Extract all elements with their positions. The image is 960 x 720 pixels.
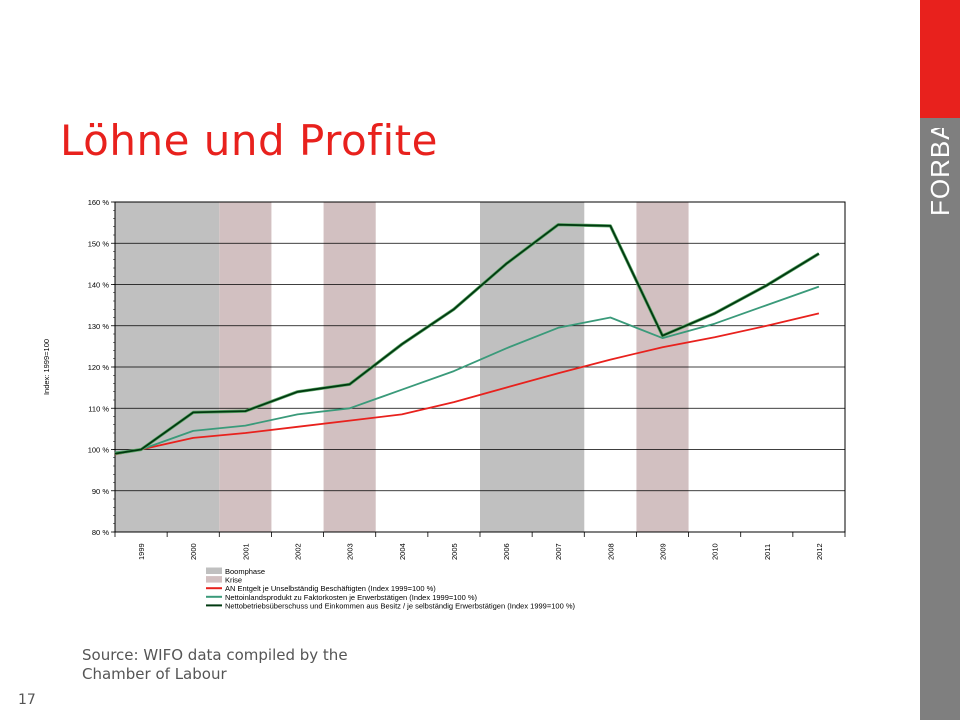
x-tick-label: 2012 [815, 543, 824, 560]
legend-swatch-0 [206, 567, 222, 574]
y-tick-label: 150 % [88, 239, 110, 248]
y-tick-label: 80 % [92, 528, 109, 537]
source-note: Source: WIFO data compiled by the Chambe… [82, 646, 348, 683]
slide-title: Löhne und Profite [60, 116, 438, 165]
y-tick-label: 90 % [92, 487, 109, 496]
legend-label-1: Krise [225, 576, 242, 585]
x-tick-label: 2009 [659, 543, 668, 560]
legend-swatch-1 [206, 576, 222, 583]
x-tick-label: 2007 [554, 543, 563, 560]
legend-label-4: Nettobetriebsüberschuss und Einkommen au… [225, 601, 575, 610]
x-tick-label: 1999 [137, 543, 146, 560]
y-tick-label: 130 % [88, 322, 110, 331]
x-tick-label: 2002 [294, 543, 303, 560]
legend-label-2: AN Entgelt je Unselbständig Beschäftigte… [225, 584, 436, 593]
y-tick-label: 110 % [88, 404, 109, 413]
y-tick-label: 100 % [88, 446, 110, 455]
line-chart: 80 % 90 % 100 % 110 % 120 % 130 % 140 % 150 % 16… [42, 198, 846, 610]
x-tick-label: 2000 [189, 543, 198, 560]
x-tick-label: 2008 [606, 543, 615, 560]
page-number: 17 [18, 692, 36, 708]
y-axis-label: Index: 1999=100 [42, 339, 51, 395]
plot-frame [114, 201, 846, 533]
forba-logo: FORBA [925, 128, 955, 216]
x-tick-label: 2003 [346, 543, 355, 560]
series-line-1 [114, 285, 820, 454]
side-red-accent [920, 0, 960, 118]
y-tick-label: 160 % [88, 198, 110, 207]
y-tick-label: 120 % [88, 363, 110, 372]
x-tick-label: 2010 [711, 543, 720, 560]
side-bar [920, 0, 960, 720]
x-tick-label: 2011 [763, 544, 772, 560]
y-tick-label: 140 % [88, 281, 110, 290]
legend-label-0: Boomphase [225, 567, 265, 576]
x-tick-label: 2006 [502, 543, 511, 560]
logo-text: FORBA [925, 128, 955, 216]
x-tick-label: 2001 [241, 543, 250, 560]
x-tick-label: 2004 [398, 543, 407, 560]
x-tick-label: 2005 [450, 543, 459, 560]
legend-label-3: Nettoinlandsprodukt zu Faktorkosten je E… [225, 593, 478, 602]
series-line-0 [114, 312, 820, 456]
series-line-2 [114, 223, 820, 455]
